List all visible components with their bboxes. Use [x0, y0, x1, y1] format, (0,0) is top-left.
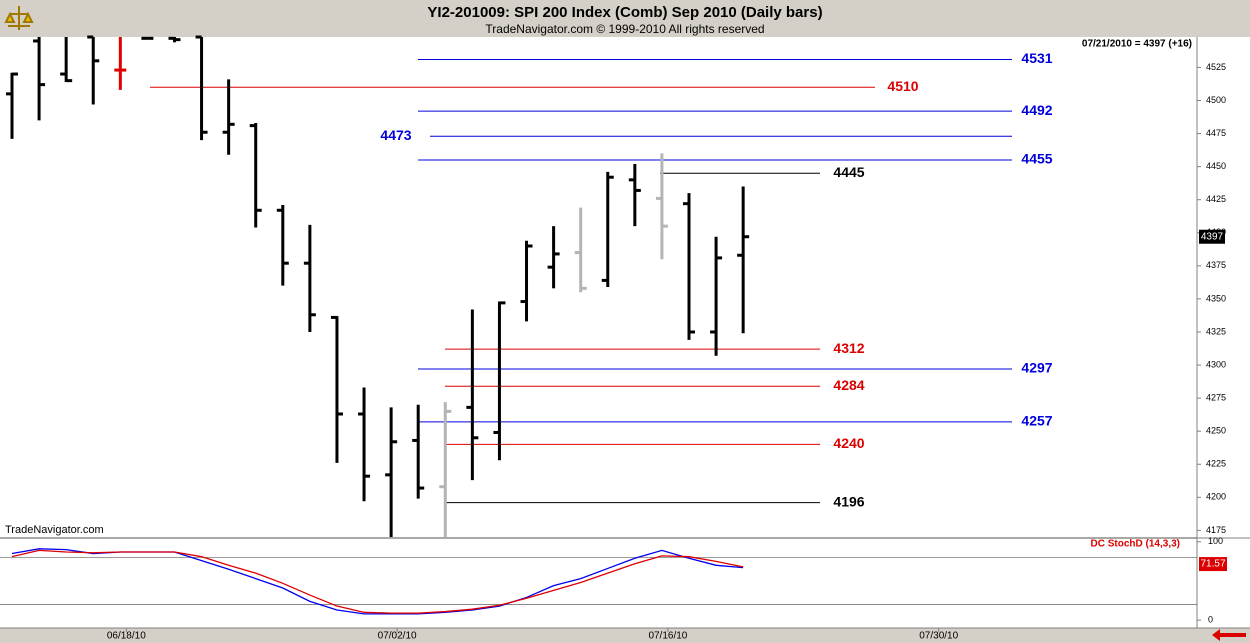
level-label: 4445	[833, 164, 864, 180]
level-label: 4531	[1021, 50, 1052, 66]
indicator-panel	[0, 539, 1197, 628]
last-quote: 07/21/2010 = 4397 (+16)	[1082, 39, 1192, 50]
level-label: 4510	[887, 78, 918, 94]
y-tick-label: 4375	[1206, 260, 1226, 270]
y-tick-label: 4225	[1206, 459, 1226, 469]
y-tick-label: 4425	[1206, 194, 1226, 204]
y-tick-label: 4500	[1206, 95, 1226, 105]
logo	[4, 4, 34, 34]
right-axis	[1197, 37, 1250, 628]
y-tick-label: 4350	[1206, 293, 1226, 303]
y-tick-label: 4200	[1206, 492, 1226, 502]
level-label: 4196	[833, 493, 864, 509]
chart-title: YI2-201009: SPI 200 Index (Comb) Sep 201…	[427, 4, 822, 21]
y-tick-label: 4175	[1206, 525, 1226, 535]
level-label: 4284	[833, 377, 864, 393]
level-label: 4257	[1021, 413, 1052, 429]
y-tick-label: 4325	[1206, 326, 1226, 336]
watermark: TradeNavigator.com	[5, 524, 104, 536]
level-label: 4240	[833, 435, 864, 451]
x-tick-label: 07/30/10	[919, 631, 958, 642]
y-tick-label: 0	[1208, 615, 1213, 625]
y-tick-label: 4250	[1206, 426, 1226, 436]
level-label: 4312	[833, 340, 864, 356]
price-panel	[0, 37, 1197, 537]
x-tick-label: 07/16/10	[648, 631, 687, 642]
y-tick-label: 4475	[1206, 128, 1226, 138]
price-marker-label: 4397	[1201, 231, 1224, 242]
x-tick-label: 06/18/10	[107, 631, 146, 642]
indicator-title: DC StochD (14,3,3)	[1091, 539, 1180, 550]
title-bar	[0, 0, 1250, 37]
level-label: 4492	[1021, 102, 1052, 118]
level-label: 4297	[1021, 360, 1052, 376]
indicator-marker	[1199, 557, 1227, 572]
price-marker	[1199, 229, 1225, 244]
y-tick-label: 4275	[1206, 392, 1226, 402]
y-tick-label: 4300	[1206, 359, 1226, 369]
level-label: 4455	[1021, 151, 1052, 167]
scroll-arrow[interactable]	[1212, 629, 1246, 641]
y-tick-label: 100	[1208, 536, 1223, 546]
chart-subtitle: TradeNavigator.com © 1999-2010 All right…	[485, 22, 764, 36]
y-tick-label: 4450	[1206, 161, 1226, 171]
x-tick-label: 07/02/10	[378, 631, 417, 642]
indicator-marker-label: 71.57	[1200, 559, 1225, 570]
indicator-line	[11, 549, 744, 614]
level-label: 4473	[380, 127, 411, 143]
y-tick-label: 4525	[1206, 62, 1226, 72]
